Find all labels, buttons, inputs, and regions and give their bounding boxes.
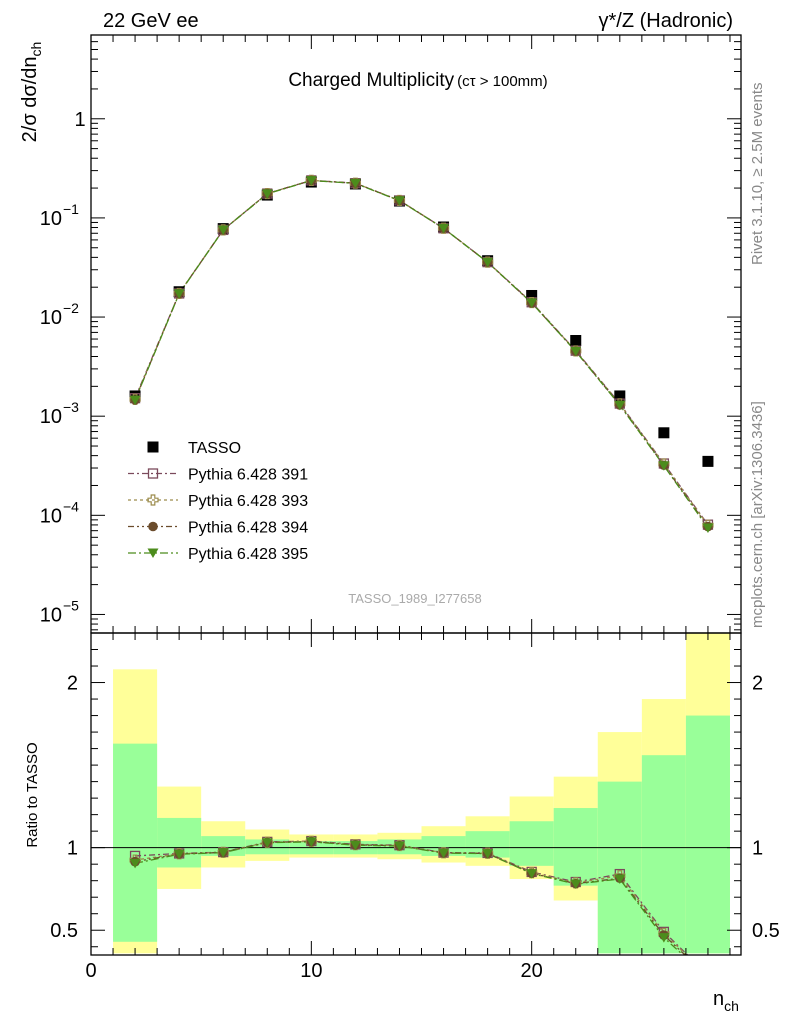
data-point	[349, 178, 361, 189]
y-tick-label: 10	[40, 505, 62, 527]
legend: TASSO Pythia 6.428 391 Pythia 6.428 393 Pyt…	[128, 440, 308, 563]
main-plot-frame	[90, 34, 742, 634]
y-tick-exponent: −3	[63, 399, 79, 415]
y-axis-title: 2/σ dσ/dnch	[19, 42, 44, 143]
ratio-point	[526, 869, 538, 879]
process-label: γ*/Z (Hadronic)	[599, 10, 733, 32]
y-tick-exponent: −4	[63, 498, 79, 514]
y-tick-label: 10	[40, 604, 62, 626]
y-tick-label: 10	[40, 208, 62, 230]
ratio-series-line	[134, 841, 684, 955]
legend-label: Pythia 6.428 391	[188, 467, 308, 484]
green-band-bin	[597, 781, 642, 954]
legend-label: Pythia 6.428 395	[188, 546, 308, 563]
data-point	[658, 461, 670, 471]
y-tick-label: 1	[74, 109, 85, 131]
ratio-point	[570, 879, 582, 889]
series-line	[134, 179, 709, 527]
data-point	[393, 196, 405, 206]
ratio-y-tick-label-right: 1	[752, 838, 763, 860]
ratio-series-lines	[134, 840, 689, 955]
ratio-y-tick-label: 0.5	[50, 920, 78, 942]
ratio-point	[614, 874, 626, 885]
ratio-y-tick-label-right: 0.5	[752, 920, 780, 942]
x-tick-label: 10	[300, 960, 322, 982]
ratio-point	[393, 841, 405, 852]
green-band-bin	[113, 743, 158, 942]
ratio-point	[261, 838, 273, 848]
green-band-bin	[509, 821, 554, 866]
analysis-watermark: TASSO_1989_I277658	[348, 591, 481, 606]
y-tick-exponent: −5	[63, 597, 79, 613]
green-band-bin	[685, 715, 730, 954]
main-data-points	[129, 174, 714, 533]
green-band-bin	[641, 755, 686, 954]
mcplots-label: mcplots.cern.ch [arXiv:1306.3436]	[749, 401, 766, 628]
data-point	[173, 289, 185, 299]
ratio-point	[173, 849, 185, 860]
ratio-point	[305, 837, 317, 847]
ratio-y-tick-label: 1	[67, 838, 78, 860]
ratio-point	[217, 848, 229, 858]
ratio-data-points	[129, 835, 670, 943]
ratio-point	[438, 848, 450, 859]
legend-marker	[147, 468, 159, 479]
legend-label: TASSO	[188, 440, 241, 457]
y-tick-exponent: −2	[63, 300, 79, 316]
data-point	[305, 176, 317, 186]
ratio-plot-frame	[90, 632, 742, 956]
y-tick-label: 10	[40, 406, 62, 428]
rivet-version-label: Rivet 3.1.10, ≥ 2.5M events	[749, 83, 766, 266]
ratio-point	[658, 933, 670, 943]
x-axis-title: nch	[713, 988, 739, 1014]
data-point	[702, 455, 714, 467]
energy-label: 22 GeV ee	[103, 10, 199, 32]
data-point	[129, 395, 141, 406]
plot-title: Charged Multiplicity (cτ > 100mm)	[288, 70, 547, 91]
data-point	[526, 289, 538, 301]
ratio-point	[349, 840, 361, 851]
ratio-y-axis-title: Ratio to TASSO	[24, 742, 41, 847]
data-point	[570, 346, 582, 357]
ratio-y-tick-label-right: 2	[752, 673, 763, 695]
series-line	[134, 179, 709, 529]
data-point	[438, 223, 450, 234]
green-band-bin	[157, 817, 202, 868]
ratio-series-line	[135, 840, 689, 955]
data-point	[614, 400, 626, 411]
y-tick-exponent: −1	[63, 201, 79, 217]
data-point	[261, 189, 273, 199]
data-point	[702, 523, 714, 533]
ratio-y-tick-label: 2	[67, 673, 78, 695]
data-point	[658, 427, 670, 439]
x-tick-label: 0	[85, 960, 96, 982]
ratio-point	[482, 849, 494, 859]
data-point	[526, 298, 538, 308]
green-band-bin	[553, 808, 598, 886]
legend-marker	[147, 494, 159, 506]
ratio-point	[129, 858, 141, 869]
main-series-lines	[134, 179, 709, 529]
data-point	[614, 390, 626, 402]
legend-marker	[148, 521, 158, 532]
legend-marker	[147, 548, 159, 558]
y-tick-label: 10	[40, 307, 62, 329]
ratio-uncertainty-bands	[91, 633, 741, 954]
data-point	[217, 225, 229, 235]
data-point	[570, 335, 582, 347]
legend-marker	[147, 441, 159, 453]
data-point	[482, 257, 494, 268]
legend-label: Pythia 6.428 394	[188, 520, 308, 537]
legend-label: Pythia 6.428 393	[188, 493, 308, 510]
x-tick-label: 20	[521, 960, 543, 982]
green-band-bin	[201, 836, 246, 856]
